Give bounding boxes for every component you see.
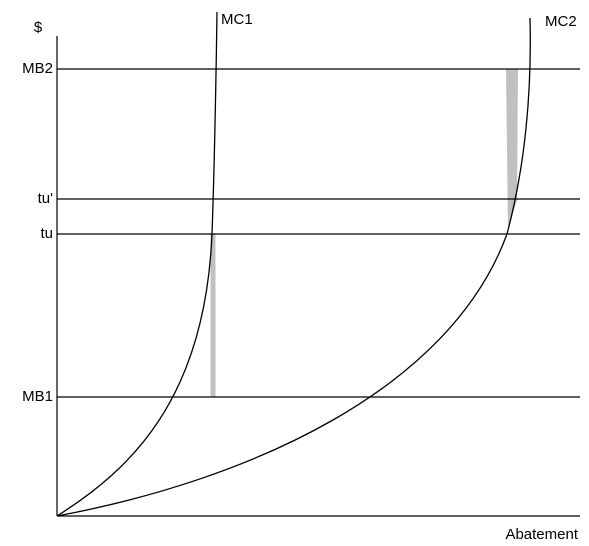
mc1-curve [56, 11, 218, 517]
y-axis-label: $ [34, 19, 43, 36]
mc2-curve [56, 17, 531, 517]
level-label: tu [40, 225, 53, 242]
shaded-gap-mc2 [506, 69, 518, 230]
shaded-gap-mc1 [210, 234, 216, 397]
curve-label: MC1 [221, 11, 253, 28]
level-label: MB1 [22, 388, 53, 405]
level-label: MB2 [22, 60, 53, 77]
x-axis-label: Abatement [505, 526, 578, 543]
level-label: tu' [38, 190, 54, 207]
curve-label: MC2 [545, 13, 577, 30]
